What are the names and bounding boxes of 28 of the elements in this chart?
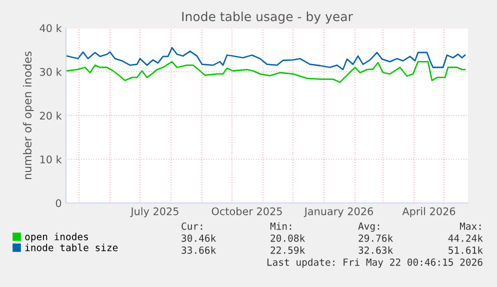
- x-tick-label: October 2025: [212, 207, 282, 216]
- text: 30.46k: [182, 234, 216, 242]
- y-axis-title: number of open inodes: [22, 52, 34, 179]
- x-tick-label: July 2025: [130, 207, 178, 218]
- text: Avg:: [358, 222, 380, 232]
- line-series: [66, 60, 466, 83]
- y-tick-label: 30 k: [40, 68, 62, 76]
- y-tick-label: 10 k: [40, 155, 62, 164]
- legend-label: open inodes: [25, 232, 88, 242]
- text: 51.61k: [448, 246, 483, 254]
- line-series: [66, 46, 466, 70]
- x-tick-label: January 2026: [304, 207, 373, 218]
- text: 33.66k: [182, 246, 216, 254]
- text: 22.59k: [270, 246, 305, 254]
- text: 29.76k: [358, 234, 393, 242]
- text: 44.24k: [448, 234, 483, 242]
- x-tick-label: April 2026: [402, 207, 456, 218]
- text: Last update: Fri May 22 00:46:15 2026: [267, 258, 482, 268]
- text: 32.63k: [358, 246, 393, 254]
- y-tick-label: 20 k: [40, 112, 62, 120]
- chart-title: Inode table usage - by year: [182, 12, 353, 24]
- text: 20.08k: [270, 234, 305, 242]
- text: Cur:: [182, 222, 202, 230]
- y-tick-label: 0: [56, 199, 62, 208]
- text: Min:: [270, 222, 292, 230]
- legend-label: inode table size: [25, 244, 118, 252]
- y-tick-label: 40 k: [40, 24, 62, 32]
- text: Max:: [460, 222, 481, 230]
